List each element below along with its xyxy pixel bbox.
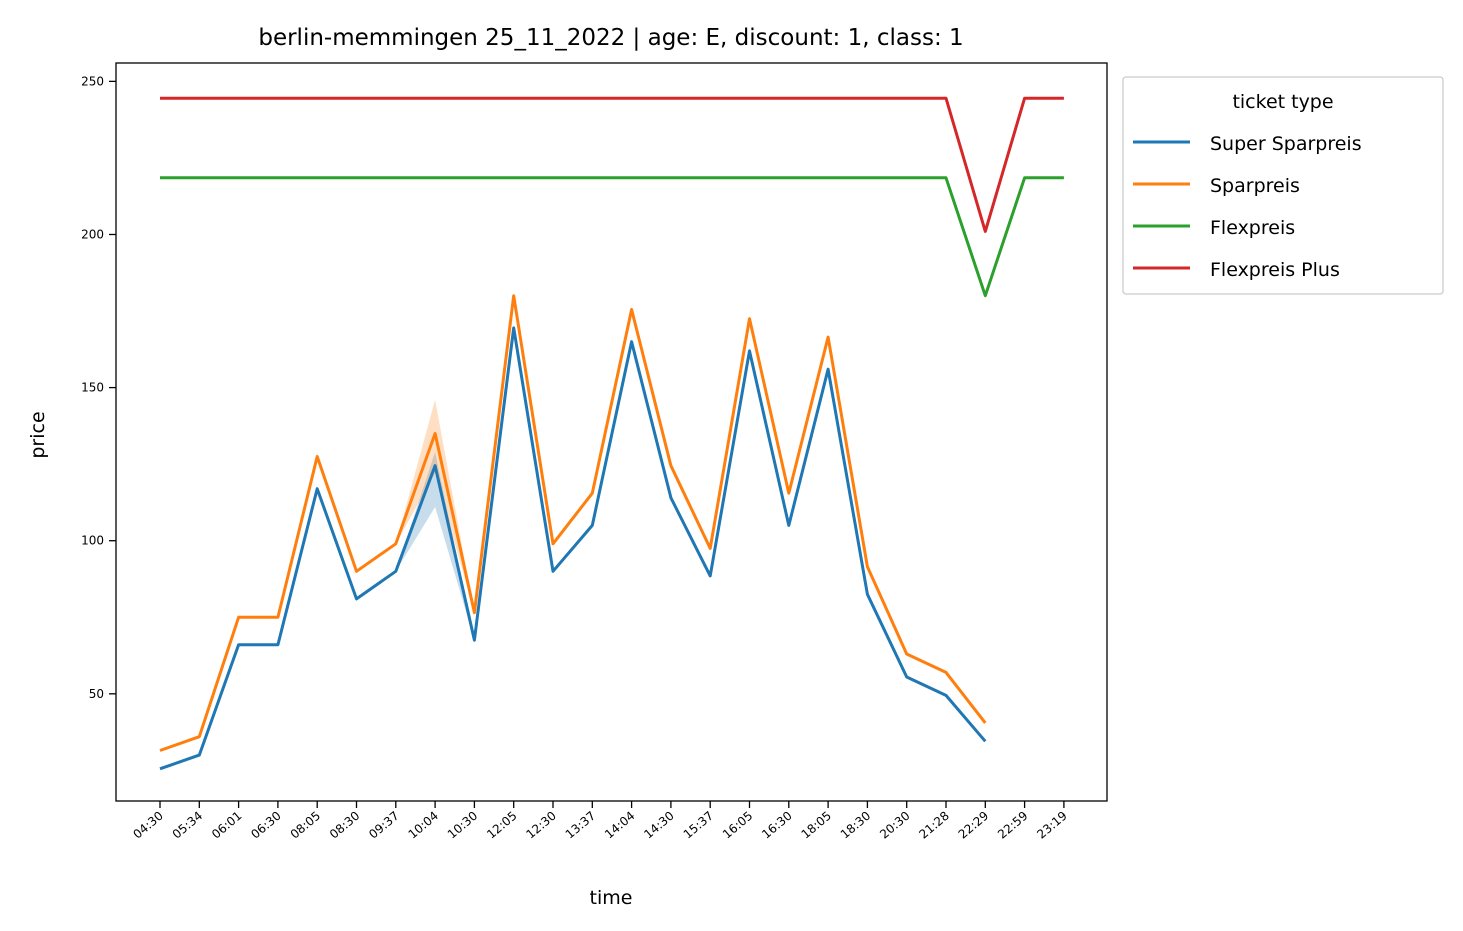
- x-tick-label: 22:29: [956, 809, 991, 842]
- x-tick-label: 18:05: [799, 809, 834, 842]
- y-tick-label: 250: [81, 74, 104, 88]
- confidence-band: [395, 399, 475, 613]
- x-tick-label: 12:30: [523, 809, 558, 842]
- series-line: [160, 96, 1064, 233]
- x-tick-label: 06:30: [248, 809, 283, 842]
- legend-title: ticket type: [1232, 91, 1333, 113]
- chart-title: berlin-memmingen 25_11_2022 | age: E, di…: [258, 25, 963, 51]
- legend-label: Flexpreis Plus: [1210, 259, 1340, 281]
- x-tick-label: 21:28: [916, 809, 951, 842]
- series-line: [160, 176, 1064, 298]
- x-tick-label: 20:30: [877, 809, 912, 842]
- x-tick-label: 04:30: [130, 809, 165, 842]
- x-tick-label: 16:30: [759, 809, 794, 842]
- x-tick-label: 08:05: [288, 809, 323, 842]
- legend-label: Sparpreis: [1210, 175, 1300, 197]
- y-axis: 50 100 150 200 250: [81, 74, 116, 701]
- series-line: [159, 326, 987, 771]
- y-tick-label: 150: [81, 381, 104, 395]
- x-tick-label: 05:34: [170, 809, 205, 842]
- x-axis: 04:30 05:34 06:01 06:30 08:05 08:30 09:37 10:04…: [130, 801, 1070, 842]
- plot-area: [159, 96, 1064, 771]
- legend-frame: [1122, 76, 1444, 295]
- y-tick-label: 100: [81, 534, 104, 548]
- series-line: [159, 294, 987, 752]
- x-tick-label: 13:37: [563, 809, 598, 842]
- x-tick-label: 15:37: [681, 809, 716, 842]
- x-tick-label: 16:05: [720, 809, 755, 842]
- x-axis-label: time: [590, 887, 633, 909]
- legend-label: Flexpreis: [1210, 217, 1295, 239]
- plot-frame: [115, 62, 1108, 802]
- x-tick-label: 10:30: [445, 809, 480, 842]
- y-tick-label: 200: [81, 227, 104, 241]
- x-tick-label: 10:04: [406, 809, 441, 842]
- legend-label: Super Sparpreis: [1210, 133, 1362, 155]
- x-tick-label: 18:30: [838, 809, 873, 842]
- x-tick-label: 22:59: [995, 809, 1030, 842]
- confidence-band: [395, 451, 475, 641]
- y-axis-label: price: [27, 411, 49, 458]
- legend: ticket type Super Sparpreis Sparpreis Flex…: [1122, 76, 1444, 295]
- x-tick-label: 09:37: [366, 809, 401, 842]
- x-tick-label: 14:30: [641, 809, 676, 842]
- x-tick-label: 08:30: [327, 809, 362, 842]
- x-tick-label: 12:05: [484, 809, 519, 842]
- x-tick-label: 23:19: [1034, 809, 1069, 842]
- x-tick-label: 06:01: [209, 809, 244, 842]
- x-tick-label: 14:04: [602, 809, 637, 842]
- y-tick-label: 50: [89, 687, 104, 701]
